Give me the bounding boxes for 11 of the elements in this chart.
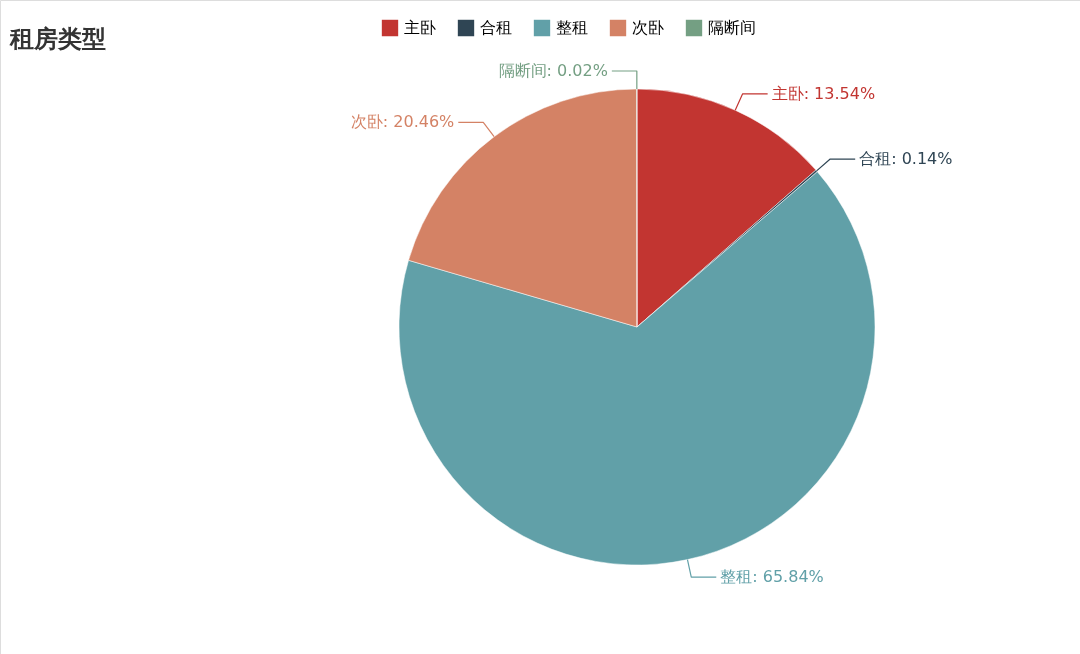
data-label: 次卧: 20.46% — [350, 112, 455, 132]
legend-label: 次卧 — [632, 18, 664, 38]
legend-label: 隔断间 — [708, 18, 756, 38]
data-label: 整租: 65.84% — [720, 567, 824, 587]
data-label: 合租: 0.14% — [859, 149, 953, 169]
data-label: 隔断间: 0.02% — [498, 61, 608, 80]
legend-label: 整租 — [556, 18, 588, 38]
legend-label: 主卧 — [404, 18, 436, 38]
data-label: 主卧: 13.54% — [771, 83, 876, 103]
legend-label: 合租 — [480, 18, 512, 38]
text: 租房类型 — [9, 25, 106, 53]
